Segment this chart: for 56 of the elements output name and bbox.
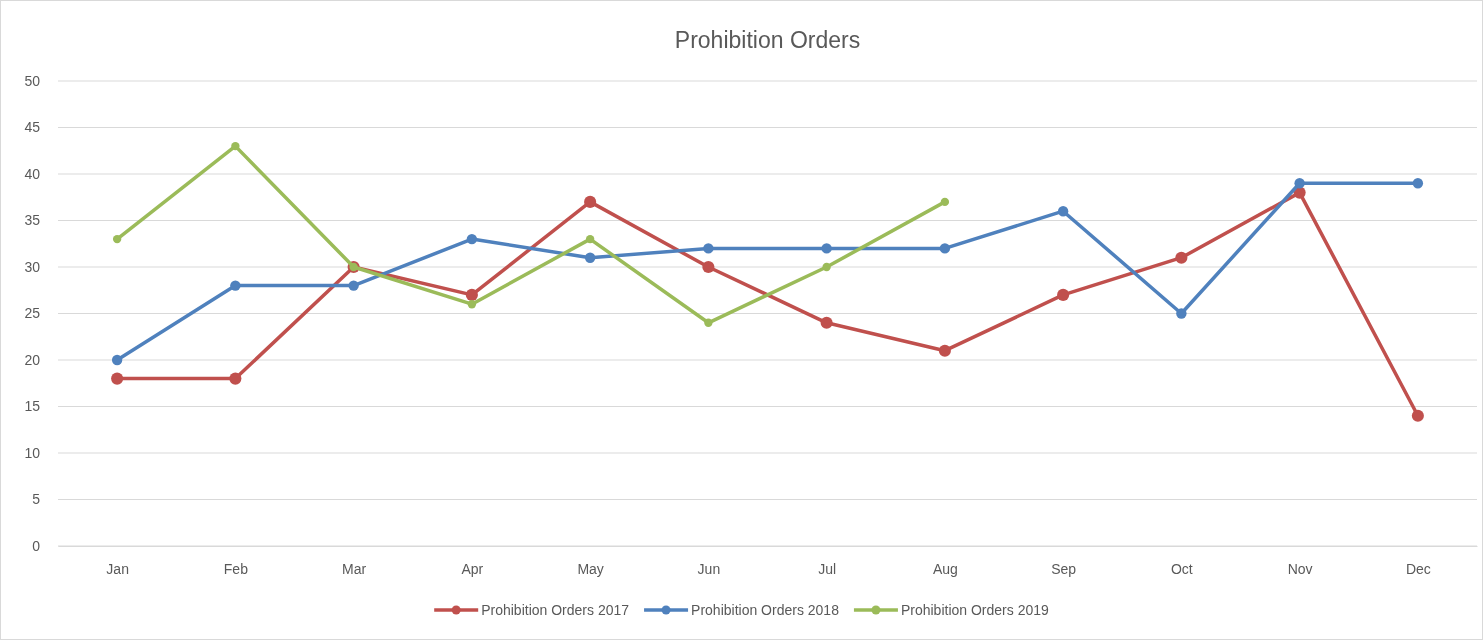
x-tick-label: Jan [106,560,129,577]
y-tick-label: 5 [32,491,41,508]
x-tick-label: Nov [1287,560,1313,577]
point [702,260,715,274]
point [231,141,240,151]
x-tick-label: Apr [461,560,484,577]
y-tick-label: 30 [24,258,41,275]
point [939,243,951,254]
point [1057,206,1069,217]
y-tick-label: 20 [24,351,41,368]
point [1176,308,1187,319]
point [585,234,595,244]
y-tick-label: 15 [24,398,41,415]
point [584,195,597,208]
x-tick-label: May [577,560,604,577]
x-tick-label: Oct [1170,560,1193,577]
point [112,234,122,244]
point [1175,251,1188,264]
y-tick-label: 50 [24,72,41,89]
point [1411,409,1424,422]
point [940,197,950,207]
point [822,262,831,272]
x-tick-label: Jun [697,560,721,577]
y-tick-label: 10 [24,444,41,461]
legend-label: Prohibition Orders 2018 [691,602,840,618]
point [584,252,596,263]
point [466,233,478,245]
y-tick-label: 25 [24,305,41,322]
x-tick-label: Jul [818,560,837,577]
point [704,318,713,327]
point [1294,178,1305,189]
point [467,300,477,309]
y-tick-label: 35 [24,212,41,229]
point [111,372,124,385]
point [1412,178,1424,189]
x-tick-label: Sep [1051,560,1077,577]
point [465,288,478,301]
point [821,243,832,254]
x-tick-label: Dec [1405,560,1431,577]
point [938,344,951,357]
y-tick-label: 40 [24,165,41,182]
point [348,280,359,291]
point [111,354,123,366]
x-tick-label: Feb [223,560,249,577]
chart-title: Prohibition Orders [674,27,861,53]
y-tick-label: 0 [32,537,41,554]
point [230,280,241,291]
point [1057,288,1070,301]
legend-label: Prohibition Orders 2017 [481,602,630,618]
y-tick-label: 45 [24,119,41,136]
legend-label: Prohibition Orders 2019 [900,602,1050,618]
x-tick-label: Aug [932,560,958,577]
point [229,372,242,385]
x-tick-label: Mar [342,560,367,577]
point [703,243,714,254]
point [820,316,833,329]
